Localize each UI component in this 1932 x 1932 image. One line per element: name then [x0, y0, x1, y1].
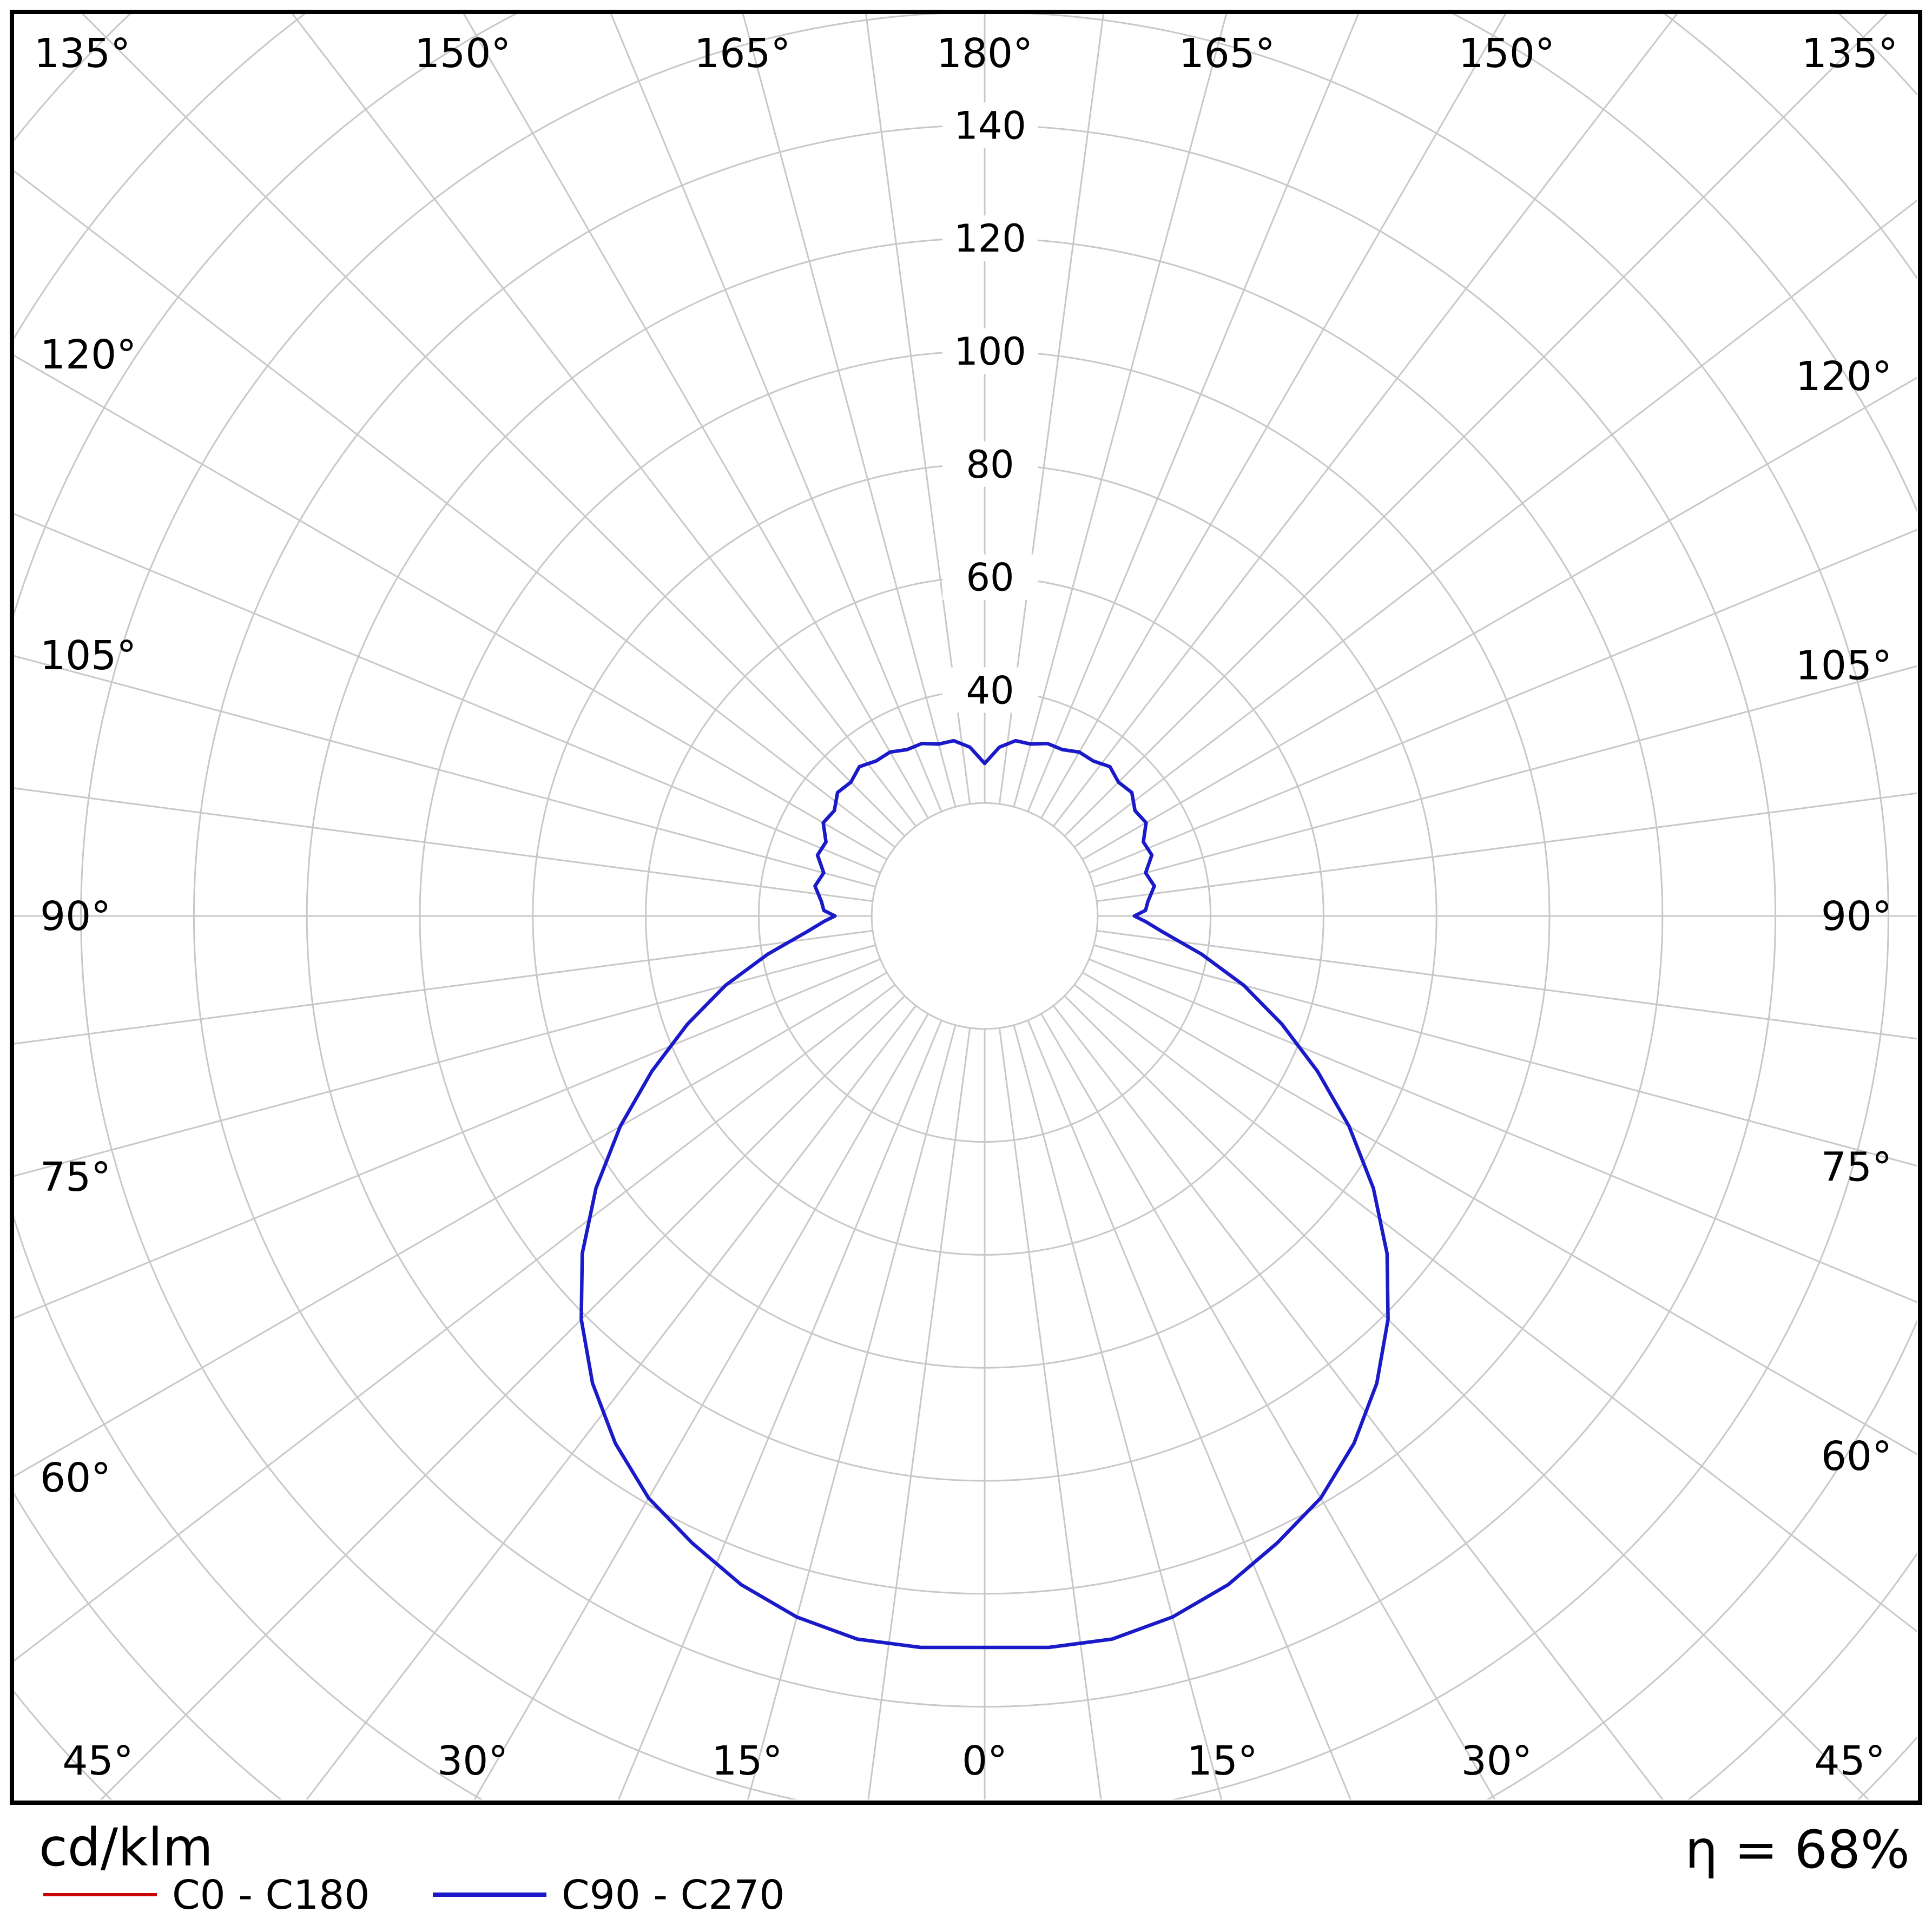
- angle-label: 75°: [1821, 1144, 1892, 1190]
- angle-label: 120°: [40, 332, 136, 378]
- radial-tick-label: 100: [954, 329, 1026, 374]
- grid-ray: [14, 655, 876, 888]
- grid-ray: [1064, 995, 1870, 1799]
- radial-tick-labels: 40 60 80 100 120 140: [942, 102, 1038, 713]
- radial-tick-label: 40: [966, 668, 1014, 713]
- angle-label: 60°: [1821, 1433, 1892, 1480]
- grid-ray: [463, 14, 929, 819]
- radial-tick-label: 120: [954, 216, 1026, 261]
- radial-tick-label-bg: [942, 328, 1038, 374]
- grid-ray: [1013, 14, 1228, 807]
- grid-ray: [1096, 929, 1917, 1040]
- intensity-curves: [579, 738, 1390, 1650]
- grid-ray: [1093, 944, 1917, 1167]
- grid-ray: [867, 1027, 971, 1799]
- radial-tick-label: 80: [966, 443, 1014, 487]
- grid-ray: [1082, 377, 1917, 860]
- grid-ray: [1096, 792, 1917, 902]
- grid-ray: [14, 354, 887, 860]
- grid-ray: [742, 14, 957, 807]
- angle-label: 0°: [962, 1738, 1007, 1784]
- angle-label: 90°: [40, 893, 111, 940]
- grid-ray: [1027, 1020, 1352, 1799]
- radial-tick-label-bg: [942, 215, 1038, 261]
- legend: C0 - C180 C90 - C270: [43, 1872, 785, 1918]
- grid-ray: [1027, 14, 1360, 812]
- grid-ray: [998, 1027, 1102, 1799]
- legend-label-c90-c270: C90 - C270: [562, 1872, 785, 1918]
- grid-ray: [473, 1013, 929, 1799]
- radial-tick-label-bg: [942, 102, 1038, 148]
- legend-label-c0-c180: C0 - C180: [172, 1872, 370, 1918]
- angle-label: 165°: [1179, 30, 1275, 77]
- grid-ray: [14, 929, 873, 1045]
- grid-ray: [1082, 972, 1917, 1455]
- grid-ray: [865, 14, 971, 805]
- grid-ray: [1064, 14, 1888, 837]
- angle-label: 45°: [62, 1738, 133, 1784]
- grid-ray: [14, 984, 896, 1662]
- angle-label: 135°: [34, 30, 130, 77]
- radial-tick-label: 140: [954, 103, 1026, 148]
- grid-ray: [291, 14, 917, 827]
- angle-label: 150°: [1459, 30, 1555, 77]
- grid-ray: [14, 170, 896, 848]
- grid-ray: [14, 513, 881, 874]
- grid-ray: [306, 1005, 917, 1799]
- angle-labels: 0° 15° 15° 30° 30° 45° 45° 60° 60° 75° 75° 90° 90° 10…: [34, 30, 1898, 1784]
- grid-ray: [1073, 984, 1917, 1633]
- grid-ray: [747, 1025, 957, 1799]
- grid-ray: [1089, 529, 1917, 874]
- radial-tick-label-bg: [942, 441, 1038, 487]
- angle-label: 15°: [711, 1738, 782, 1784]
- angle-label: 105°: [1796, 643, 1892, 689]
- angle-label: 60°: [40, 1455, 111, 1501]
- grid-ray: [14, 944, 876, 1177]
- grid-ray: [610, 14, 942, 812]
- radial-tick-label-bg: [942, 554, 1038, 600]
- angle-label: 105°: [40, 632, 136, 679]
- grid-ray: [14, 972, 887, 1478]
- angle-label: 135°: [1802, 30, 1898, 77]
- angle-label: 180°: [937, 30, 1033, 77]
- grid-ray: [100, 995, 906, 1799]
- angle-label: 75°: [40, 1154, 111, 1201]
- efficiency-label: η = 68%: [1685, 1819, 1910, 1880]
- angle-label: 150°: [414, 30, 511, 77]
- angle-label: 30°: [1461, 1738, 1532, 1784]
- grid-ray: [617, 1020, 942, 1799]
- grid-ray: [1093, 665, 1917, 888]
- plot-border: [10, 10, 1922, 1805]
- angle-label: 90°: [1821, 893, 1892, 940]
- grid-ray: [1040, 1013, 1496, 1799]
- grid-ray: [14, 787, 873, 902]
- angle-label: 120°: [1796, 353, 1892, 400]
- curve-c90-c270: [579, 738, 1390, 1650]
- radial-tick-label-bg: [942, 667, 1038, 713]
- angle-label: 45°: [1814, 1738, 1885, 1784]
- grid-ray: [1089, 958, 1917, 1303]
- grid-ray: [1052, 1005, 1664, 1799]
- units-label: cd/klm: [39, 1817, 213, 1878]
- radial-tick-label: 60: [966, 556, 1014, 600]
- grid-ray: [14, 958, 881, 1319]
- grid-ray: [1013, 1025, 1223, 1799]
- angle-label: 15°: [1187, 1738, 1258, 1784]
- grid-ray: [1040, 14, 1507, 819]
- grid-ray: [1073, 199, 1917, 848]
- angle-label: 30°: [437, 1738, 508, 1784]
- angle-label: 165°: [694, 30, 790, 77]
- grid-ray: [1052, 14, 1678, 827]
- grid-ray: [81, 14, 906, 837]
